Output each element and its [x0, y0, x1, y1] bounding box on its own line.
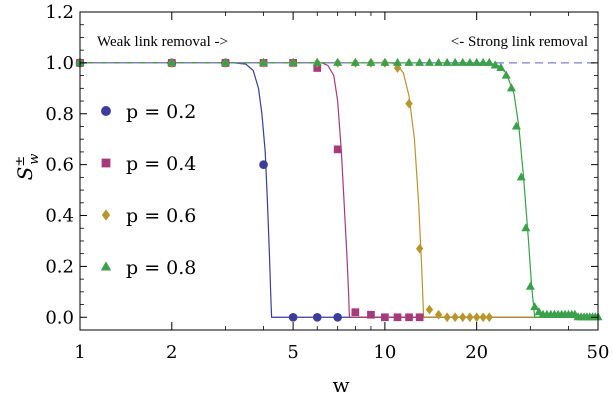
- annotation-strong-link: <- Strong link removal: [451, 34, 588, 50]
- data-point: [511, 121, 521, 130]
- data-point: [434, 57, 444, 66]
- svg-text:S±w: S±w: [13, 154, 42, 181]
- x-tick-label: 2: [166, 342, 177, 363]
- legend: p = 0.2 p = 0.4 p = 0.6 p = 0.8: [100, 101, 196, 279]
- data-point: [434, 309, 443, 320]
- data-point: [442, 57, 452, 66]
- data-point: [351, 308, 360, 317]
- legend-marker: [101, 106, 111, 116]
- legend-marker: [101, 209, 111, 221]
- data-point: [478, 57, 488, 66]
- data-point: [451, 312, 459, 323]
- data-point: [366, 57, 376, 66]
- data-point: [288, 312, 298, 322]
- data-point: [506, 83, 516, 92]
- data-point: [380, 57, 390, 66]
- legend-label: p = 0.2: [126, 101, 196, 123]
- data-point: [525, 281, 535, 290]
- y-tick-label: 0.6: [45, 155, 74, 176]
- data-point: [450, 57, 460, 66]
- axes: 0.0 0.2 0.4 0.6 0.8 1.0 1.2 1 2 5 10 20 50: [45, 2, 609, 363]
- legend-label: p = 0.6: [126, 205, 196, 227]
- y-axis-title-main: S: [13, 167, 37, 181]
- legend-label: p = 0.8: [126, 257, 196, 279]
- y-axis-title: S±w: [13, 154, 42, 181]
- data-point: [405, 313, 413, 322]
- x-tick-label: 20: [465, 342, 488, 363]
- y-tick-label: 0.4: [45, 206, 74, 227]
- data-point: [425, 304, 434, 315]
- data-point: [484, 57, 494, 66]
- data-point: [392, 57, 403, 66]
- data-point: [259, 160, 268, 169]
- data-point: [367, 310, 375, 319]
- data-point: [424, 57, 434, 66]
- data-point: [472, 57, 482, 66]
- data-point: [415, 313, 424, 322]
- data-point: [530, 302, 540, 311]
- data-point: [333, 312, 343, 322]
- data-point: [350, 57, 360, 66]
- y-axis-title-sup: ±: [13, 156, 28, 167]
- data-point: [443, 312, 451, 323]
- data-point: [313, 64, 322, 72]
- data-point: [479, 312, 487, 323]
- legend-marker: [100, 261, 112, 271]
- data-point: [472, 312, 481, 323]
- data-point: [404, 57, 414, 66]
- x-tick-label: 5: [287, 342, 298, 363]
- x-tick-label: 10: [373, 342, 396, 363]
- legend-marker: [101, 158, 111, 168]
- data-point: [220, 57, 231, 66]
- data-point: [415, 243, 424, 254]
- data-point: [415, 57, 425, 66]
- data-point: [496, 62, 506, 71]
- annotation-weak-link: Weak link removal ->: [97, 34, 228, 50]
- x-axis-title: w: [332, 373, 349, 397]
- y-tick-label: 0.0: [45, 307, 74, 328]
- data-point: [485, 312, 493, 323]
- data-point: [466, 312, 474, 323]
- data-point: [288, 57, 298, 66]
- data-point: [333, 57, 343, 66]
- y-tick-label: 1.2: [45, 2, 74, 23]
- data-point: [167, 57, 177, 66]
- plot-frame: [79, 11, 599, 331]
- data-point: [312, 312, 322, 322]
- data-point: [516, 172, 526, 181]
- data-points: [75, 57, 603, 323]
- x-tick-label: 50: [587, 342, 610, 363]
- y-tick-label: 0.8: [45, 104, 74, 125]
- x-tick-label: 1: [74, 342, 85, 363]
- data-point: [490, 60, 500, 69]
- y-axis-title-sub: w: [27, 154, 42, 165]
- data-point: [459, 312, 467, 323]
- data-point: [393, 313, 402, 322]
- data-point: [312, 57, 322, 66]
- data-point: [393, 63, 402, 73]
- data-point: [521, 223, 531, 232]
- data-point: [333, 145, 342, 154]
- data-point: [465, 57, 475, 66]
- data-point: [381, 313, 389, 322]
- fit-curve: [80, 62, 598, 318]
- y-tick-label: 1.0: [45, 53, 74, 74]
- data-point: [259, 57, 269, 66]
- data-point: [501, 70, 511, 79]
- data-point: [405, 98, 413, 109]
- y-tick-label: 0.2: [45, 256, 74, 277]
- data-point: [458, 57, 468, 66]
- legend-label: p = 0.4: [126, 153, 196, 175]
